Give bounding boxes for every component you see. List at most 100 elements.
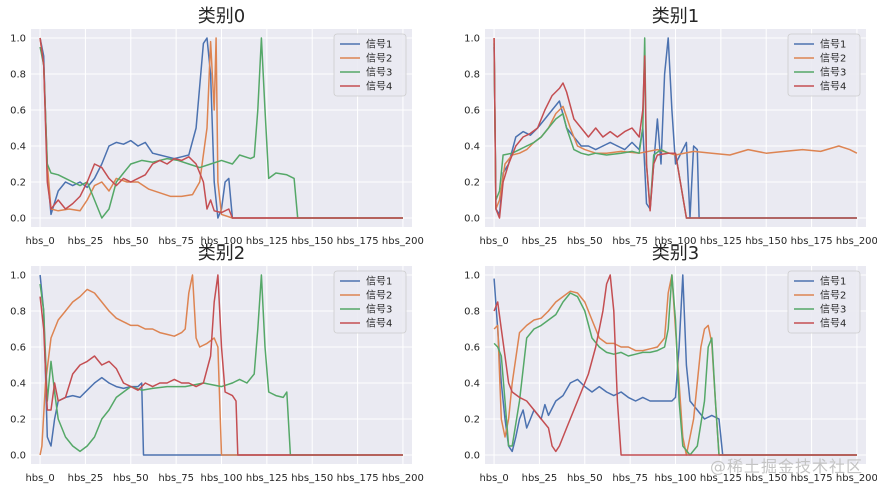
- subplot-3: 0.0 0.2 0.4 0.6 0.8 1.0 hbs_0 hbs_25 hbs_50 hbs_7…: [464, 243, 877, 484]
- series-line-4: [493, 274, 857, 456]
- y-tick-label: 0.4: [464, 379, 480, 390]
- series-line-2: [493, 37, 858, 210]
- legend-box: [333, 33, 407, 97]
- legend: 信号1 信号2 信号3 信号4: [333, 270, 407, 334]
- x-tick-label: hbs_150: [291, 236, 333, 247]
- series-line-3: [493, 274, 857, 456]
- x-tick-label: hbs_100: [655, 236, 697, 247]
- series-line-3: [493, 37, 857, 219]
- legend-label-3: 信号3: [820, 67, 846, 79]
- legend-label-4: 信号4: [366, 81, 392, 93]
- legend-label-2: 信号2: [820, 290, 846, 302]
- series-line-1: [39, 37, 403, 219]
- legend-label-2: 信号2: [366, 290, 392, 302]
- y-tick-label: 0.0: [10, 451, 26, 462]
- x-tick-label: hbs_150: [745, 473, 787, 484]
- legend-label-4: 信号4: [366, 318, 392, 330]
- y-tick-label: 0.6: [10, 343, 26, 354]
- x-tick-label: hbs_100: [201, 236, 243, 247]
- chart-title: 类别0: [198, 6, 245, 27]
- x-tick-label: hbs_75: [612, 236, 648, 247]
- legend-label-1: 信号1: [366, 39, 392, 51]
- y-tick-label: 1.0: [464, 34, 480, 45]
- watermark: @稀土掘金技术社区: [709, 457, 863, 476]
- y-tick-label: 0.2: [10, 178, 26, 189]
- y-tick-label: 0.8: [10, 70, 26, 81]
- y-tick-label: 0.0: [464, 214, 480, 225]
- legend-label-1: 信号1: [366, 276, 392, 288]
- x-tick-label: hbs_175: [791, 236, 833, 247]
- y-tick-label: 0.4: [464, 142, 480, 153]
- y-tick-label: 1.0: [10, 34, 26, 45]
- x-tick-label: hbs_125: [700, 473, 742, 484]
- x-tick-label: hbs_175: [337, 473, 379, 484]
- x-tick-label: hbs_75: [158, 236, 194, 247]
- x-tick-label: hbs_150: [291, 473, 333, 484]
- x-tick-label: hbs_200: [836, 473, 877, 484]
- legend-label-3: 信号3: [366, 67, 392, 79]
- chart-title: 类别1: [652, 6, 699, 27]
- y-tick-label: 1.0: [464, 271, 480, 282]
- x-tick-label: hbs_25: [68, 236, 104, 247]
- series-line-1: [493, 274, 857, 456]
- x-tick-label: hbs_0: [479, 236, 508, 247]
- y-tick-label: 0.2: [10, 415, 26, 426]
- legend-label-1: 信号1: [820, 276, 846, 288]
- subplot-1: 0.0 0.2 0.4 0.6 0.8 1.0 hbs_0 hbs_25 hbs_50 hbs_7…: [464, 6, 877, 247]
- y-tick-label: 1.0: [10, 271, 26, 282]
- series-line-4: [493, 37, 857, 219]
- x-tick-label: hbs_100: [201, 473, 243, 484]
- legend: 信号1 信号2 信号3 信号4: [787, 270, 861, 334]
- y-tick-label: 0.4: [10, 142, 26, 153]
- series-line-2: [39, 274, 403, 456]
- legend-label-4: 信号4: [820, 81, 846, 93]
- legend-label-3: 信号3: [366, 304, 392, 316]
- y-tick-label: 0.6: [464, 343, 480, 354]
- subplot-2: 0.0 0.2 0.4 0.6 0.8 1.0 hbs_0 hbs_25 hbs_50 hbs_7…: [10, 243, 424, 484]
- series-line-2: [493, 274, 857, 456]
- y-tick-label: 0.2: [464, 415, 480, 426]
- series-line-3: [39, 37, 403, 219]
- y-tick-label: 0.6: [10, 106, 26, 117]
- y-tick-label: 0.2: [464, 178, 480, 189]
- x-tick-label: hbs_50: [113, 473, 149, 484]
- x-tick-label: hbs_25: [522, 473, 558, 484]
- legend-label-2: 信号2: [820, 53, 846, 65]
- series-line-4: [39, 37, 403, 219]
- legend-box: [787, 270, 861, 334]
- y-tick-label: 0.8: [464, 307, 480, 318]
- x-tick-label: hbs_50: [567, 236, 603, 247]
- legend-label-3: 信号3: [820, 304, 846, 316]
- x-tick-label: hbs_125: [700, 236, 742, 247]
- x-tick-label: hbs_25: [522, 236, 558, 247]
- chart-title: 类别2: [198, 243, 245, 264]
- x-tick-label: hbs_200: [836, 236, 877, 247]
- y-tick-label: 0.8: [464, 70, 480, 81]
- x-tick-label: hbs_50: [113, 236, 149, 247]
- subplot-0: 0.0 0.2 0.4 0.6 0.8 1.0 hbs_0 hbs_25 hbs_50 hbs_7…: [10, 6, 424, 247]
- x-tick-label: hbs_175: [791, 473, 833, 484]
- legend: 信号1 信号2 信号3 信号4: [787, 33, 861, 97]
- x-tick-label: hbs_0: [479, 473, 508, 484]
- series-line-3: [39, 274, 403, 456]
- x-tick-label: hbs_100: [655, 473, 697, 484]
- x-tick-label: hbs_75: [158, 473, 194, 484]
- x-tick-label: hbs_200: [382, 473, 424, 484]
- legend-box: [787, 33, 861, 97]
- x-tick-label: hbs_125: [246, 236, 288, 247]
- x-tick-label: hbs_125: [246, 473, 288, 484]
- x-tick-label: hbs_50: [567, 473, 603, 484]
- y-tick-label: 0.0: [464, 451, 480, 462]
- x-tick-label: hbs_0: [25, 473, 54, 484]
- x-tick-label: hbs_25: [68, 473, 104, 484]
- legend: 信号1 信号2 信号3 信号4: [333, 33, 407, 97]
- y-tick-label: 0.4: [10, 379, 26, 390]
- x-tick-label: hbs_175: [337, 236, 379, 247]
- series-line-4: [39, 274, 403, 456]
- legend-label-2: 信号2: [366, 53, 392, 65]
- chart-title: 类别3: [652, 243, 699, 264]
- legend-label-4: 信号4: [820, 318, 846, 330]
- legend-box: [333, 270, 407, 334]
- x-tick-label: hbs_200: [382, 236, 424, 247]
